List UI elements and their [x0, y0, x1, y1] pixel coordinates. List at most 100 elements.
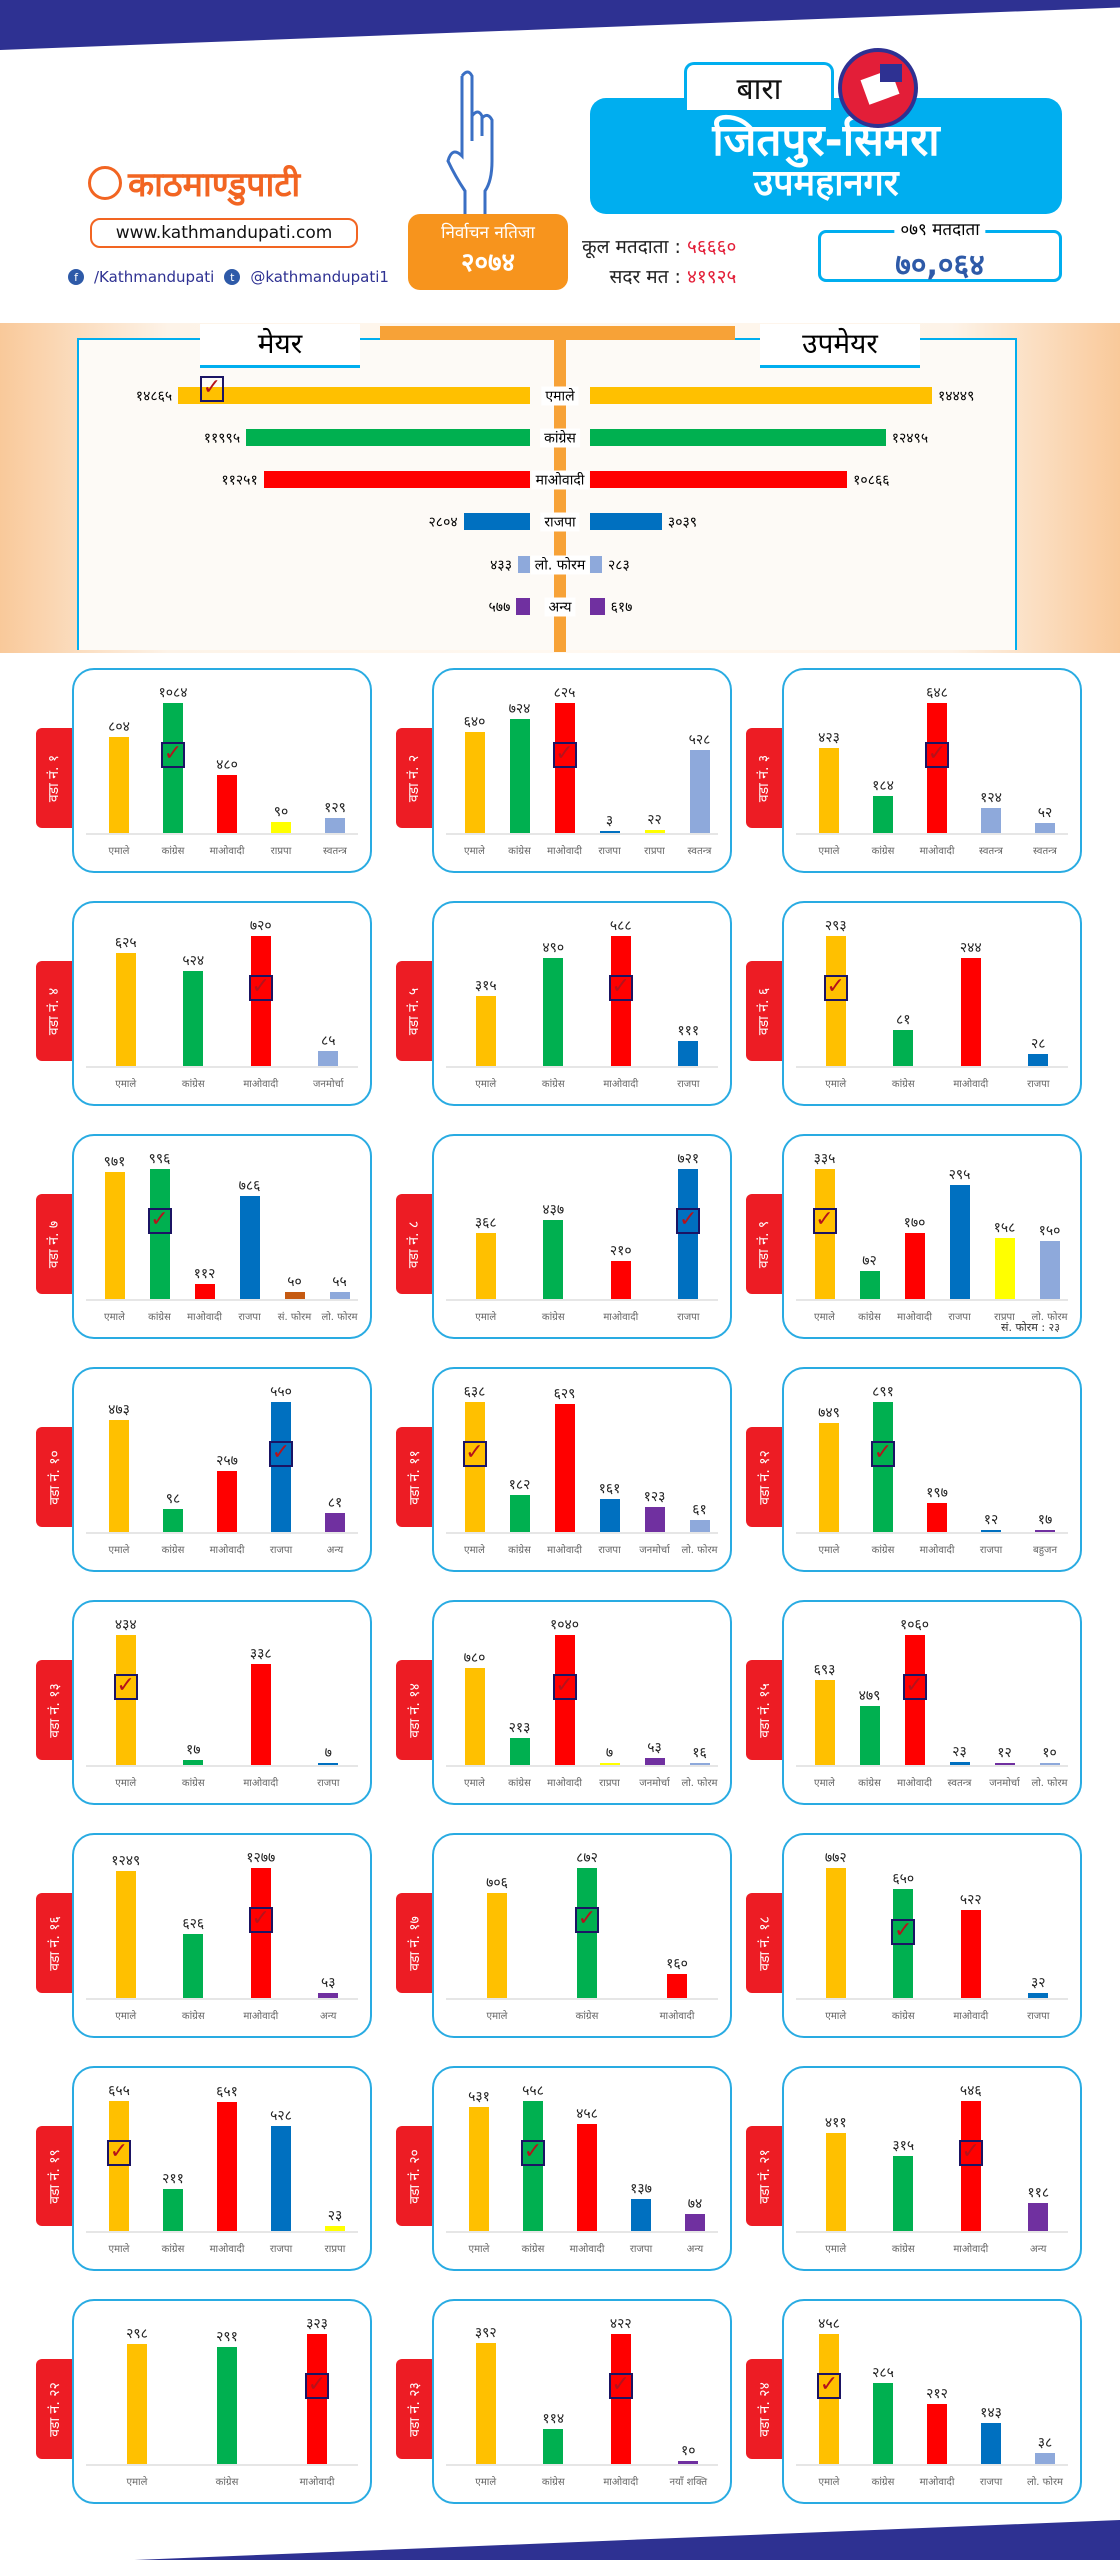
party-label: बहुजन	[1033, 1545, 1057, 1556]
bar	[115, 1870, 136, 1998]
bar-value: १८२	[508, 1476, 531, 1493]
baseline	[796, 1299, 1068, 1301]
ward-panel: वडा नं. १० ४७३ एमाले ९८ कांग्रेस २५७ माओवादी ५५…	[36, 1367, 372, 1572]
ward-label-tab: वडा नं. १०	[36, 1427, 72, 1527]
bar	[610, 936, 631, 1066]
party-label: एमाले	[814, 1778, 835, 1789]
bar	[163, 703, 183, 833]
bar	[109, 2101, 129, 2231]
bar-value: ६५०	[892, 1870, 915, 1887]
ward-panel: वडा नं. १९ ६५५ एमाले ✓ २११ कांग्रेस ६५१ माओवादी…	[36, 2066, 372, 2271]
mayor-bar	[518, 556, 530, 573]
bar	[487, 1892, 507, 1998]
logo: काठमाण्डुपाटी	[88, 160, 300, 206]
winner-check-icon: ✓	[891, 1919, 916, 1946]
mayor-value: १४८६५	[135, 388, 173, 405]
party-label: लो. फोरम	[681, 1778, 718, 1789]
mayor-bar	[263, 471, 530, 488]
bar	[475, 2343, 496, 2464]
bar	[610, 1261, 631, 1299]
bar-value: ९८	[165, 1490, 181, 1507]
bar	[981, 808, 1001, 833]
ward-label-tab: वडा नं. १५	[746, 1660, 782, 1760]
bar-value: ८७२	[576, 1850, 598, 1866]
bar	[949, 1762, 970, 1765]
party-label: माओवादी	[299, 2477, 335, 2488]
ward-panel: वडा नं. ९ ३३५ एमाले ✓ ७२ कांग्रेस १७० माओवादी २९…	[746, 1134, 1082, 1339]
ballot-box-icon	[838, 48, 918, 128]
mayor-heading: मेयर	[200, 324, 360, 368]
bar	[271, 822, 291, 833]
party-label: कांग्रेस	[541, 2477, 565, 2488]
website-link[interactable]: www.kathmandupati.com	[90, 218, 358, 248]
bar-value: १८४	[872, 778, 894, 795]
deputy-mayor-bar	[590, 513, 662, 530]
party-label: माओवादी	[919, 2477, 955, 2488]
bar	[554, 1403, 575, 1532]
bar-value: ६२५	[114, 935, 137, 952]
ward-label: वडा नं. १४	[406, 1682, 423, 1738]
bar	[631, 2199, 651, 2231]
bar-value: ७	[324, 1744, 332, 1761]
bar	[318, 1762, 339, 1765]
bar-value: १०८४	[158, 685, 188, 701]
ward-label: वडा नं. ४	[46, 987, 63, 1035]
party-label: एमाले	[818, 2477, 840, 2488]
bar-value: ५५	[332, 1273, 347, 1290]
bar	[678, 2460, 699, 2464]
bar-value: ३१५	[892, 2138, 915, 2154]
bar	[475, 1232, 496, 1299]
bar	[104, 1172, 125, 1299]
party-label: माओवादी	[547, 1778, 582, 1789]
bar	[469, 2107, 489, 2231]
baseline	[796, 1765, 1068, 1767]
baseline	[446, 2231, 718, 2233]
bar-value: १२४९	[111, 1852, 141, 1869]
party-label: माओवादी	[603, 1079, 639, 1090]
bar-value: ३२३	[306, 2316, 328, 2332]
top-band	[0, 0, 1120, 50]
ward-label-tab: वडा नं. ३	[746, 728, 782, 828]
bar-value: ४५८	[818, 2316, 840, 2332]
bar-value: ७४९	[818, 1404, 840, 1421]
ward-label-tab: वडा नं. ८	[396, 1194, 432, 1294]
bar-value: २९३	[824, 918, 847, 934]
bar	[981, 2423, 1001, 2464]
party-label: राजपा	[598, 846, 621, 857]
bar-value: २३	[952, 1744, 967, 1761]
winner-check-icon: ✓	[113, 1674, 138, 1700]
bar-value: १९७	[926, 1485, 948, 1502]
facebook-link[interactable]: /Kathmandupati	[94, 268, 215, 286]
bar-value: ७८६	[238, 1178, 261, 1195]
bar	[163, 1508, 183, 1532]
party-label: एमाले	[464, 846, 485, 857]
bar	[475, 996, 496, 1066]
winner-check-icon: ✓	[575, 1907, 599, 1933]
party-label: माओवादी	[897, 1312, 932, 1323]
bar	[904, 1233, 925, 1299]
bar-value: ५५८	[522, 2083, 544, 2099]
bar-value: ८२५	[553, 685, 576, 701]
twitter-link[interactable]: @kathmandupati1	[250, 268, 389, 286]
bar	[1035, 2453, 1055, 2464]
ward-panel: वडा नं. १२ ७४९ एमाले ८९१ कांग्रेस ✓ १९७ माओवादी…	[746, 1367, 1082, 1572]
bar	[149, 1169, 170, 1299]
bar-value: २१३	[508, 1720, 531, 1737]
baseline	[446, 1066, 718, 1068]
party-label: कांग्रेस	[215, 2477, 239, 2488]
bar-value: ६३८	[463, 1384, 486, 1400]
mayor-value: ११२५१	[221, 472, 258, 489]
ward-label: वडा नं. २२	[46, 2381, 63, 2437]
bar-value: ८०४	[108, 718, 130, 735]
party-label: कांग्रेस	[161, 2244, 185, 2255]
baseline	[86, 1765, 358, 1767]
party-label: एमाले	[104, 1312, 125, 1323]
bar-value: १६१	[598, 1481, 621, 1498]
party-label: कांग्रेस	[508, 1778, 531, 1789]
bar	[667, 1974, 687, 1998]
bar	[678, 1169, 699, 1299]
party-label: स्वतन्त्र	[323, 846, 347, 857]
bar	[1028, 2202, 1049, 2231]
ward-label-tab: वडा नं. १९	[36, 2126, 72, 2226]
bar-value: ९७१	[103, 1154, 126, 1171]
